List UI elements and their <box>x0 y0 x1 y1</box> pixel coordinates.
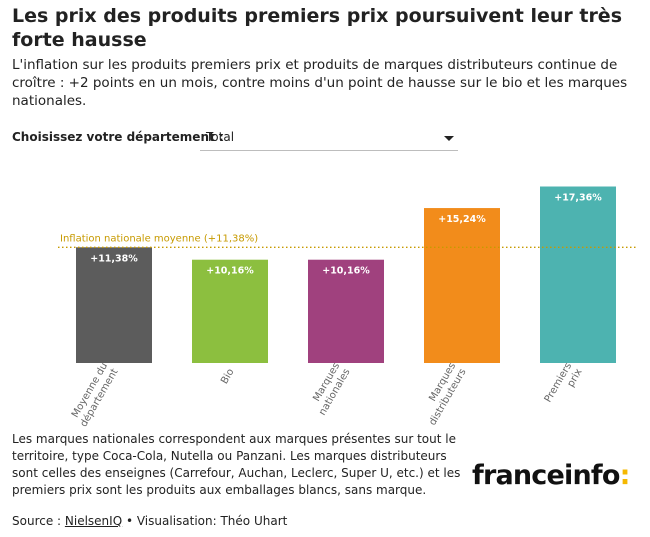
footnote: Les marques nationales correspondent aux… <box>12 432 461 497</box>
category-label-4: Premiersprix <box>543 361 585 411</box>
category-label-1: Bio <box>219 367 236 386</box>
source-prefix: Source : <box>12 514 65 528</box>
bar-value-label-0: +11,38% <box>90 253 138 264</box>
chevron-down-icon[interactable] <box>444 136 454 141</box>
bar-chart: +11,38% Moyenne dudépartement +10,16% Bio +1… <box>58 186 636 429</box>
bar-value-label-4: +17,36% <box>554 193 602 204</box>
source-credit: • Visualisation: Théo Uhart <box>122 514 288 528</box>
category-label-2: Marquesnationales <box>307 361 353 417</box>
category-label-3: Marquesdistributeurs <box>417 361 469 428</box>
bar-value-label-2: +10,16% <box>322 266 370 277</box>
bar-value-label-3: +15,24% <box>438 214 486 225</box>
bar-4 <box>540 186 616 363</box>
chart-title: Les prix des produits premiers prix pour… <box>12 5 623 51</box>
department-select[interactable]: Total <box>200 124 458 151</box>
bar-2 <box>308 259 384 363</box>
source-link[interactable]: NielsenIQ <box>64 514 123 528</box>
source-line: Source : NielsenIQ • Visualisation: Théo… <box>12 514 287 528</box>
department-select-value: Total <box>206 130 235 144</box>
bar-3 <box>424 208 500 363</box>
bar-1 <box>192 259 268 363</box>
bar-value-label-1: +10,16% <box>206 266 254 277</box>
franceinfo-logo: franceinfo: <box>472 460 630 491</box>
logo-text: franceinfo <box>472 460 620 491</box>
logo-colon: : <box>619 460 631 491</box>
department-filter-label: Choisissez votre département : <box>12 130 224 144</box>
category-label-0: Moyenne dudépartement <box>68 361 121 429</box>
reference-line-label: Inflation nationale moyenne (+11,38%) <box>60 233 258 244</box>
chart-subtitle: L'inflation sur les produits premiers pr… <box>12 57 628 109</box>
bar-0 <box>76 247 152 363</box>
